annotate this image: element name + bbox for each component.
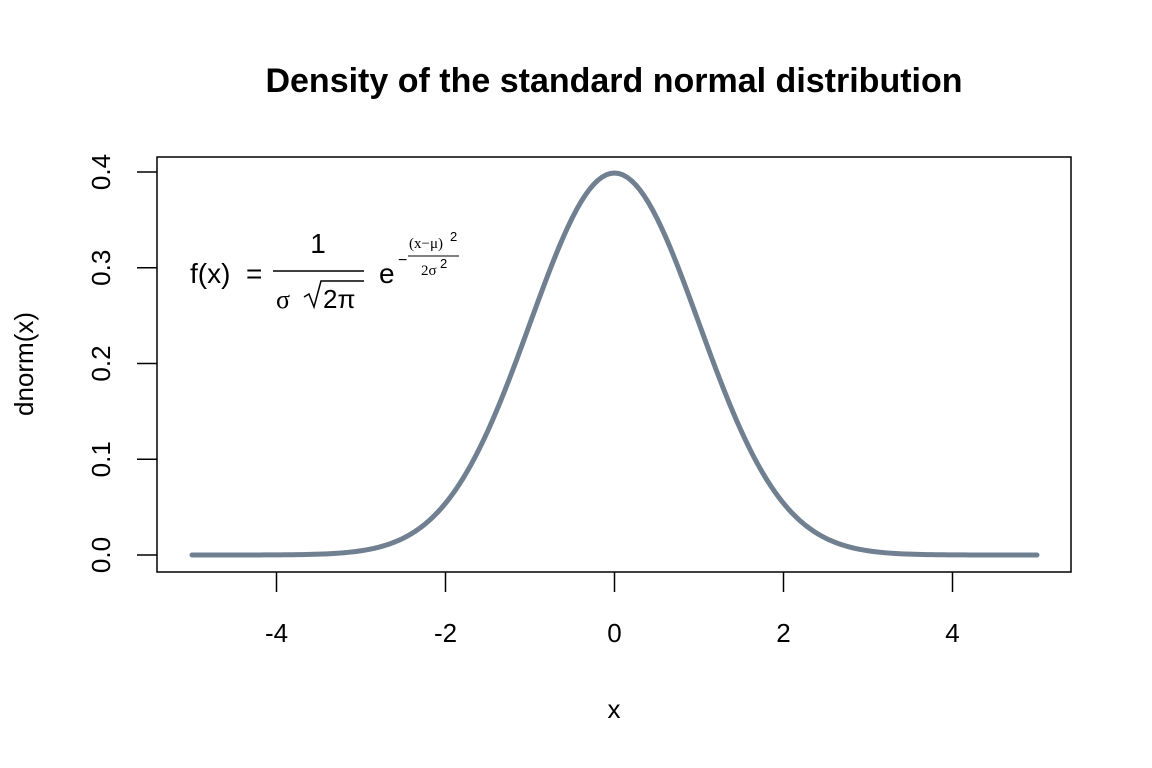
y-axis-label: dnorm(x)	[9, 312, 39, 416]
sqrt-symbol	[303, 280, 364, 310]
x-tick-label: 2	[776, 618, 790, 648]
x-axis: -4 -2 0 2 4	[265, 572, 960, 648]
formula-exp-numerator: (x−μ)	[409, 236, 443, 252]
y-tick-label: 0.4	[86, 154, 116, 190]
x-tick-label: 4	[945, 618, 959, 648]
formula-lhs: f(x)	[190, 258, 230, 289]
x-tick-label: -4	[265, 618, 288, 648]
y-tick-label: 0.1	[86, 441, 116, 477]
formula-base-e: e	[379, 258, 395, 289]
formula-numerator: 1	[310, 228, 326, 259]
density-curve	[189, 170, 1040, 558]
formula-exp-denominator-power: 2	[440, 256, 447, 271]
formula-exp-numerator-power: 2	[450, 229, 457, 244]
x-axis-label: x	[608, 694, 621, 724]
x-tick-label: -2	[434, 618, 457, 648]
y-tick-label: 0.3	[86, 250, 116, 286]
y-tick-label: 0.0	[86, 537, 116, 573]
formula-sqrt-content: 2π	[323, 284, 355, 314]
formula-equals: =	[246, 258, 262, 289]
y-tick-label: 0.2	[86, 345, 116, 381]
chart-title: Density of the standard normal distribut…	[265, 62, 962, 100]
formula-sigma: σ	[276, 285, 290, 314]
plot-frame	[156, 156, 1072, 573]
density-formula: f(x) = 1 σ 2π e − (x−μ) 2 2σ 2	[190, 228, 459, 314]
formula-exp-minus: −	[398, 252, 407, 269]
x-tick-label: 0	[607, 618, 621, 648]
y-axis: 0.0 0.1 0.2 0.3 0.4	[86, 154, 157, 573]
formula-exp-denominator: 2σ	[421, 263, 437, 279]
